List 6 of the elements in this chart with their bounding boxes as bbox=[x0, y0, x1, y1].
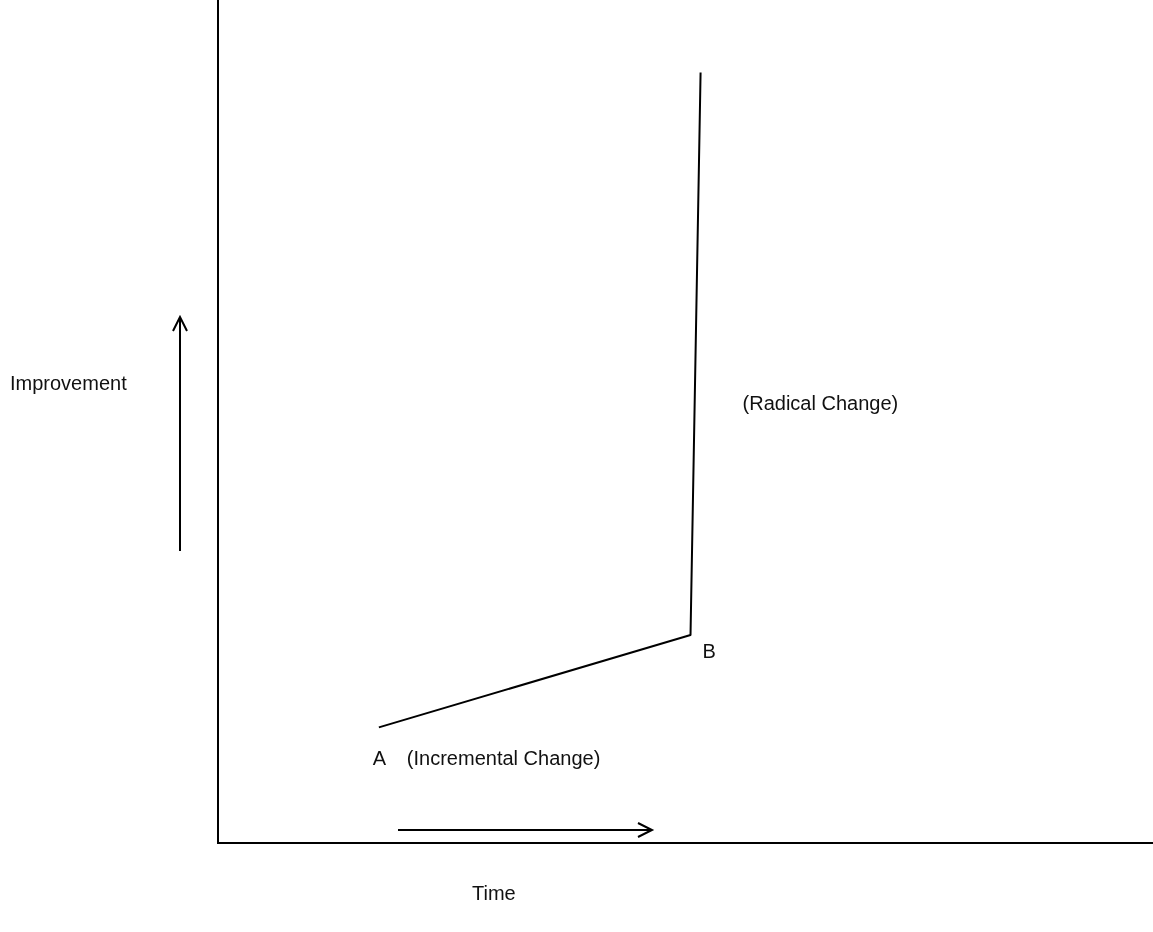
y-axis-title: Improvement bbox=[10, 372, 127, 395]
annotation: (Incremental Change) bbox=[406, 746, 601, 769]
annotation: (Radical Change) bbox=[742, 392, 899, 415]
annotation: A bbox=[372, 746, 387, 769]
annotation: B bbox=[702, 640, 716, 663]
x-axis-title: Time bbox=[472, 882, 516, 905]
